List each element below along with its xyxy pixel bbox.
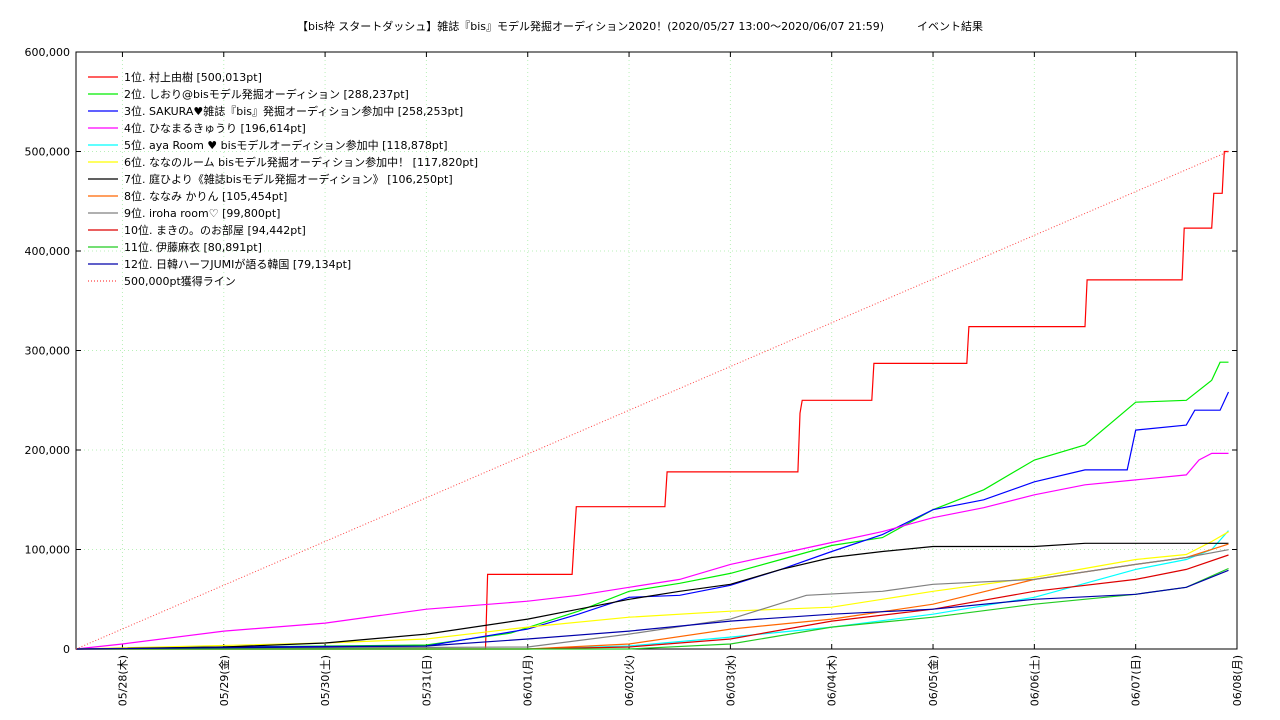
y-tick-label: 200,000 xyxy=(25,444,71,457)
series-line-11 xyxy=(76,567,1229,650)
series-lines xyxy=(75,150,1230,650)
series-line-1 xyxy=(76,150,1229,650)
legend-label: 12位. 日韓ハーフJUMIが語る韓国 [79,134pt] xyxy=(124,257,351,271)
legend-label: 1位. 村上由樹 [500,013pt] xyxy=(124,70,262,84)
x-tick-label: 06/06(土) xyxy=(1028,655,1041,706)
series-line-7 xyxy=(75,542,1229,650)
series-line-4 xyxy=(75,452,1229,650)
legend: 1位. 村上由樹 [500,013pt] 2位. しおり@bisモデル発掘オーディ… xyxy=(88,70,478,288)
legend-label: 9位. iroha room♡ [99,800pt] xyxy=(124,206,280,220)
x-tick-label: 06/07(日) xyxy=(1130,655,1143,706)
x-tick-label: 06/05(金) xyxy=(926,655,940,706)
y-axis: 0 100,000 200,000 300,000 400,000 500,000 600,… xyxy=(25,46,1237,656)
y-tick-label: 0 xyxy=(63,643,70,656)
legend-label: 500,000pt獲得ライン xyxy=(124,275,236,288)
series-line-10 xyxy=(76,554,1229,650)
series-line-12 xyxy=(75,569,1229,650)
y-tick-label: 100,000 xyxy=(25,544,71,557)
x-tick-label: 06/04(木) xyxy=(826,655,839,706)
legend-label: 3位. SAKURA♥雑誌『bis』発掘オーディション参加中 [258,253p… xyxy=(124,104,463,118)
series-line-2 xyxy=(75,361,1229,650)
legend-label: 8位. ななみ かりん [105,454pt] xyxy=(124,189,287,203)
legend-label: 11位. 伊藤麻衣 [80,891pt] xyxy=(124,240,262,254)
series-line-13 xyxy=(75,151,1229,650)
x-axis: 05/28(木) 05/29(金) 05/30(土) 05/31(日) 06/01(月)… xyxy=(116,52,1244,706)
legend-label: 6位. ななのルーム bisモデル発掘オーディション参加中！ [117,820p… xyxy=(124,155,478,169)
legend-label: 5位. aya Room ♥ bisモデルオーディション参加中 [118,878… xyxy=(124,138,448,152)
legend-label: 10位. まきの。のお部屋 [94,442pt] xyxy=(124,223,306,237)
x-tick-label: 06/03(水) xyxy=(724,655,737,706)
chart-title: 【bis枠 スタートダッシュ】雑誌『bis』モデル発掘オーディション2020！(… xyxy=(296,20,984,33)
legend-label: 7位. 庭ひより《雑誌bisモデル発掘オーディション》 [106,250pt] xyxy=(124,172,453,186)
x-tick-label: 06/08(月) xyxy=(1231,655,1244,706)
y-tick-label: 400,000 xyxy=(25,245,71,258)
series-line-3 xyxy=(75,391,1230,650)
x-tick-label: 05/30(土) xyxy=(319,655,332,706)
series-line-6 xyxy=(75,531,1229,650)
legend-label: 2位. しおり@bisモデル発掘オーディション [288,237pt] xyxy=(124,87,409,101)
x-tick-label: 05/28(木) xyxy=(116,655,129,706)
x-tick-label: 06/01(月) xyxy=(522,655,535,706)
x-tick-label: 05/29(金) xyxy=(217,655,231,706)
y-tick-label: 300,000 xyxy=(25,345,71,358)
legend-label: 4位. ひなまるきゅうり [196,614pt] xyxy=(124,121,306,135)
series-line-9 xyxy=(75,549,1229,650)
x-tick-label: 05/31(日) xyxy=(420,655,433,706)
y-tick-label: 600,000 xyxy=(25,46,71,59)
x-tick-label: 06/02(火) xyxy=(623,655,636,706)
grid xyxy=(76,52,1238,649)
y-tick-label: 500,000 xyxy=(25,146,71,159)
